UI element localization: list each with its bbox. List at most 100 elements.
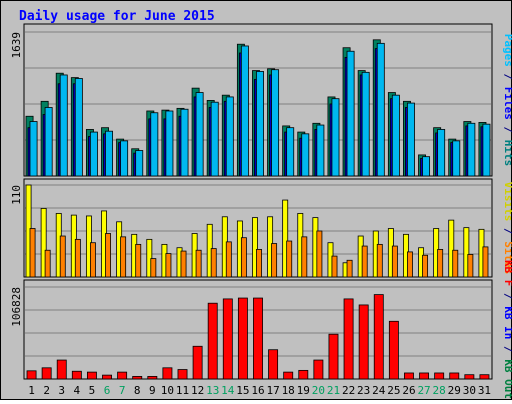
middle-bar-sites bbox=[256, 248, 262, 278]
x-tick-label: 13 bbox=[206, 384, 219, 397]
bottom-bar-kb-f bbox=[373, 294, 384, 380]
bottom-ymax-label: 106828 bbox=[10, 287, 23, 327]
top-bar-pages bbox=[105, 130, 113, 177]
x-tick-label: 30 bbox=[463, 384, 476, 397]
x-tick-label: 9 bbox=[149, 384, 156, 397]
bottom-bar-kb-f bbox=[404, 372, 414, 380]
x-tick-label: 7 bbox=[119, 384, 126, 397]
middle-series-label: Visits / Sites bbox=[502, 182, 512, 275]
middle-bar-sites bbox=[89, 242, 96, 278]
middle-bar-sites bbox=[150, 258, 157, 278]
top-bar-pages bbox=[195, 92, 204, 177]
middle-bar-sites bbox=[165, 253, 172, 278]
middle-bar-sites bbox=[407, 251, 413, 278]
top-bar-pages bbox=[240, 45, 249, 177]
top-series-label-part: Files bbox=[502, 87, 512, 120]
middle-bar-sites bbox=[316, 230, 323, 278]
top-bar-pages bbox=[74, 78, 83, 177]
x-tick-label: 21 bbox=[327, 384, 340, 397]
middle-bar-sites bbox=[240, 237, 247, 278]
bottom-bar-kb-f bbox=[358, 304, 369, 380]
x-tick-label: 20 bbox=[312, 384, 325, 397]
top-bar-pages bbox=[271, 69, 280, 177]
bottom-bar-kb-f bbox=[237, 297, 248, 380]
x-tick-label: 27 bbox=[417, 384, 430, 397]
chart-title: Daily usage for June 2015 bbox=[19, 9, 215, 24]
bottom-bar-kb-f bbox=[328, 333, 339, 380]
bottom-bar-kb-f bbox=[192, 345, 203, 380]
x-tick-label: 28 bbox=[433, 384, 446, 397]
top-series-label-part: / bbox=[502, 67, 512, 87]
bottom-bar-kb-f bbox=[479, 374, 490, 380]
top-bar-pages bbox=[467, 122, 476, 177]
bottom-bar-kb-f bbox=[313, 359, 324, 380]
top-bar-pages bbox=[376, 42, 385, 177]
middle-series-label-part: Visits bbox=[502, 182, 512, 222]
middle-bar-sites bbox=[120, 236, 127, 278]
plot-layer: 1639 Pages / Files / Hits 1 10 Visits / Site… bbox=[10, 23, 512, 399]
top-bar-pages bbox=[210, 101, 219, 177]
middle-bar-sites bbox=[44, 249, 51, 278]
top-bar-pages bbox=[286, 127, 295, 177]
top-bar-pages bbox=[422, 156, 431, 177]
bottom-bar-kb-f bbox=[298, 369, 309, 380]
x-tick-label: 16 bbox=[251, 384, 264, 397]
middle-bar-sites bbox=[271, 243, 278, 278]
middle-bar-sites bbox=[29, 228, 36, 278]
middle-series-label-part: Sites bbox=[502, 241, 512, 274]
middle-bar-sites bbox=[180, 250, 187, 278]
top-bar-pages bbox=[407, 102, 415, 177]
bottom-bar-kb-f bbox=[56, 359, 67, 380]
bottom-bar-kb-f bbox=[434, 372, 445, 380]
bottom-bar-kb-f bbox=[177, 369, 188, 380]
x-tick-label: 11 bbox=[176, 384, 189, 397]
top-bar-pages bbox=[437, 129, 446, 177]
middle-bar-sites bbox=[452, 249, 459, 278]
top-bar-pages bbox=[452, 140, 461, 177]
bottom-series-label: KB F / KB In / KB Out bbox=[502, 260, 512, 399]
top-bar-pages bbox=[29, 121, 38, 177]
top-bar-pages bbox=[331, 98, 340, 177]
top-bar-pages bbox=[346, 50, 355, 177]
bottom-bar-kb-f bbox=[419, 372, 430, 380]
middle-bar-sites bbox=[210, 248, 217, 278]
middle-bar-visits bbox=[448, 219, 455, 278]
middle-bar-sites bbox=[437, 248, 444, 278]
bottom-bar-kb-f bbox=[132, 376, 143, 380]
top-bar-pages bbox=[150, 112, 159, 177]
x-tick-label: 25 bbox=[387, 384, 400, 397]
top-series-label-part: / bbox=[502, 120, 512, 140]
middle-bar-sites bbox=[361, 245, 368, 278]
top-series-label: Pages / Files / Hits bbox=[502, 34, 512, 167]
x-tick-label: 5 bbox=[89, 384, 96, 397]
bottom-bar-kb-f bbox=[207, 302, 218, 380]
x-tick-label: 22 bbox=[342, 384, 355, 397]
bottom-bar-kb-f bbox=[71, 370, 82, 380]
middle-bar-sites bbox=[301, 236, 308, 278]
x-tick-label: 10 bbox=[161, 384, 174, 397]
top-bar-pages bbox=[59, 74, 68, 177]
middle-bar-sites bbox=[135, 243, 142, 278]
bottom-bar-kb-f bbox=[343, 298, 354, 380]
middle-bar-visits bbox=[146, 238, 153, 278]
x-tick-label: 8 bbox=[134, 384, 141, 397]
bottom-bar-kb-f bbox=[464, 374, 475, 380]
bottom-bar-kb-f bbox=[388, 320, 399, 380]
middle-bar-sites bbox=[195, 249, 202, 278]
middle-bar-visits bbox=[252, 217, 258, 278]
middle-bar-sites bbox=[286, 240, 293, 278]
top-bar-pages bbox=[391, 94, 400, 177]
bottom-bar-kb-f bbox=[268, 349, 279, 380]
top-bar-pages bbox=[301, 133, 310, 177]
middle-bar-sites bbox=[346, 259, 353, 278]
bottom-bar-kb-f bbox=[222, 298, 233, 380]
middle-bar-sites bbox=[225, 241, 232, 278]
middle-bar-visits bbox=[463, 227, 470, 278]
top-bar-pages bbox=[256, 71, 264, 177]
x-tick-label: 1 bbox=[28, 384, 35, 397]
middle-bar-sites bbox=[331, 255, 338, 278]
x-tick-label: 24 bbox=[372, 384, 386, 397]
x-tick-label: 6 bbox=[104, 384, 111, 397]
top-ymax-label: 1639 bbox=[10, 32, 23, 59]
